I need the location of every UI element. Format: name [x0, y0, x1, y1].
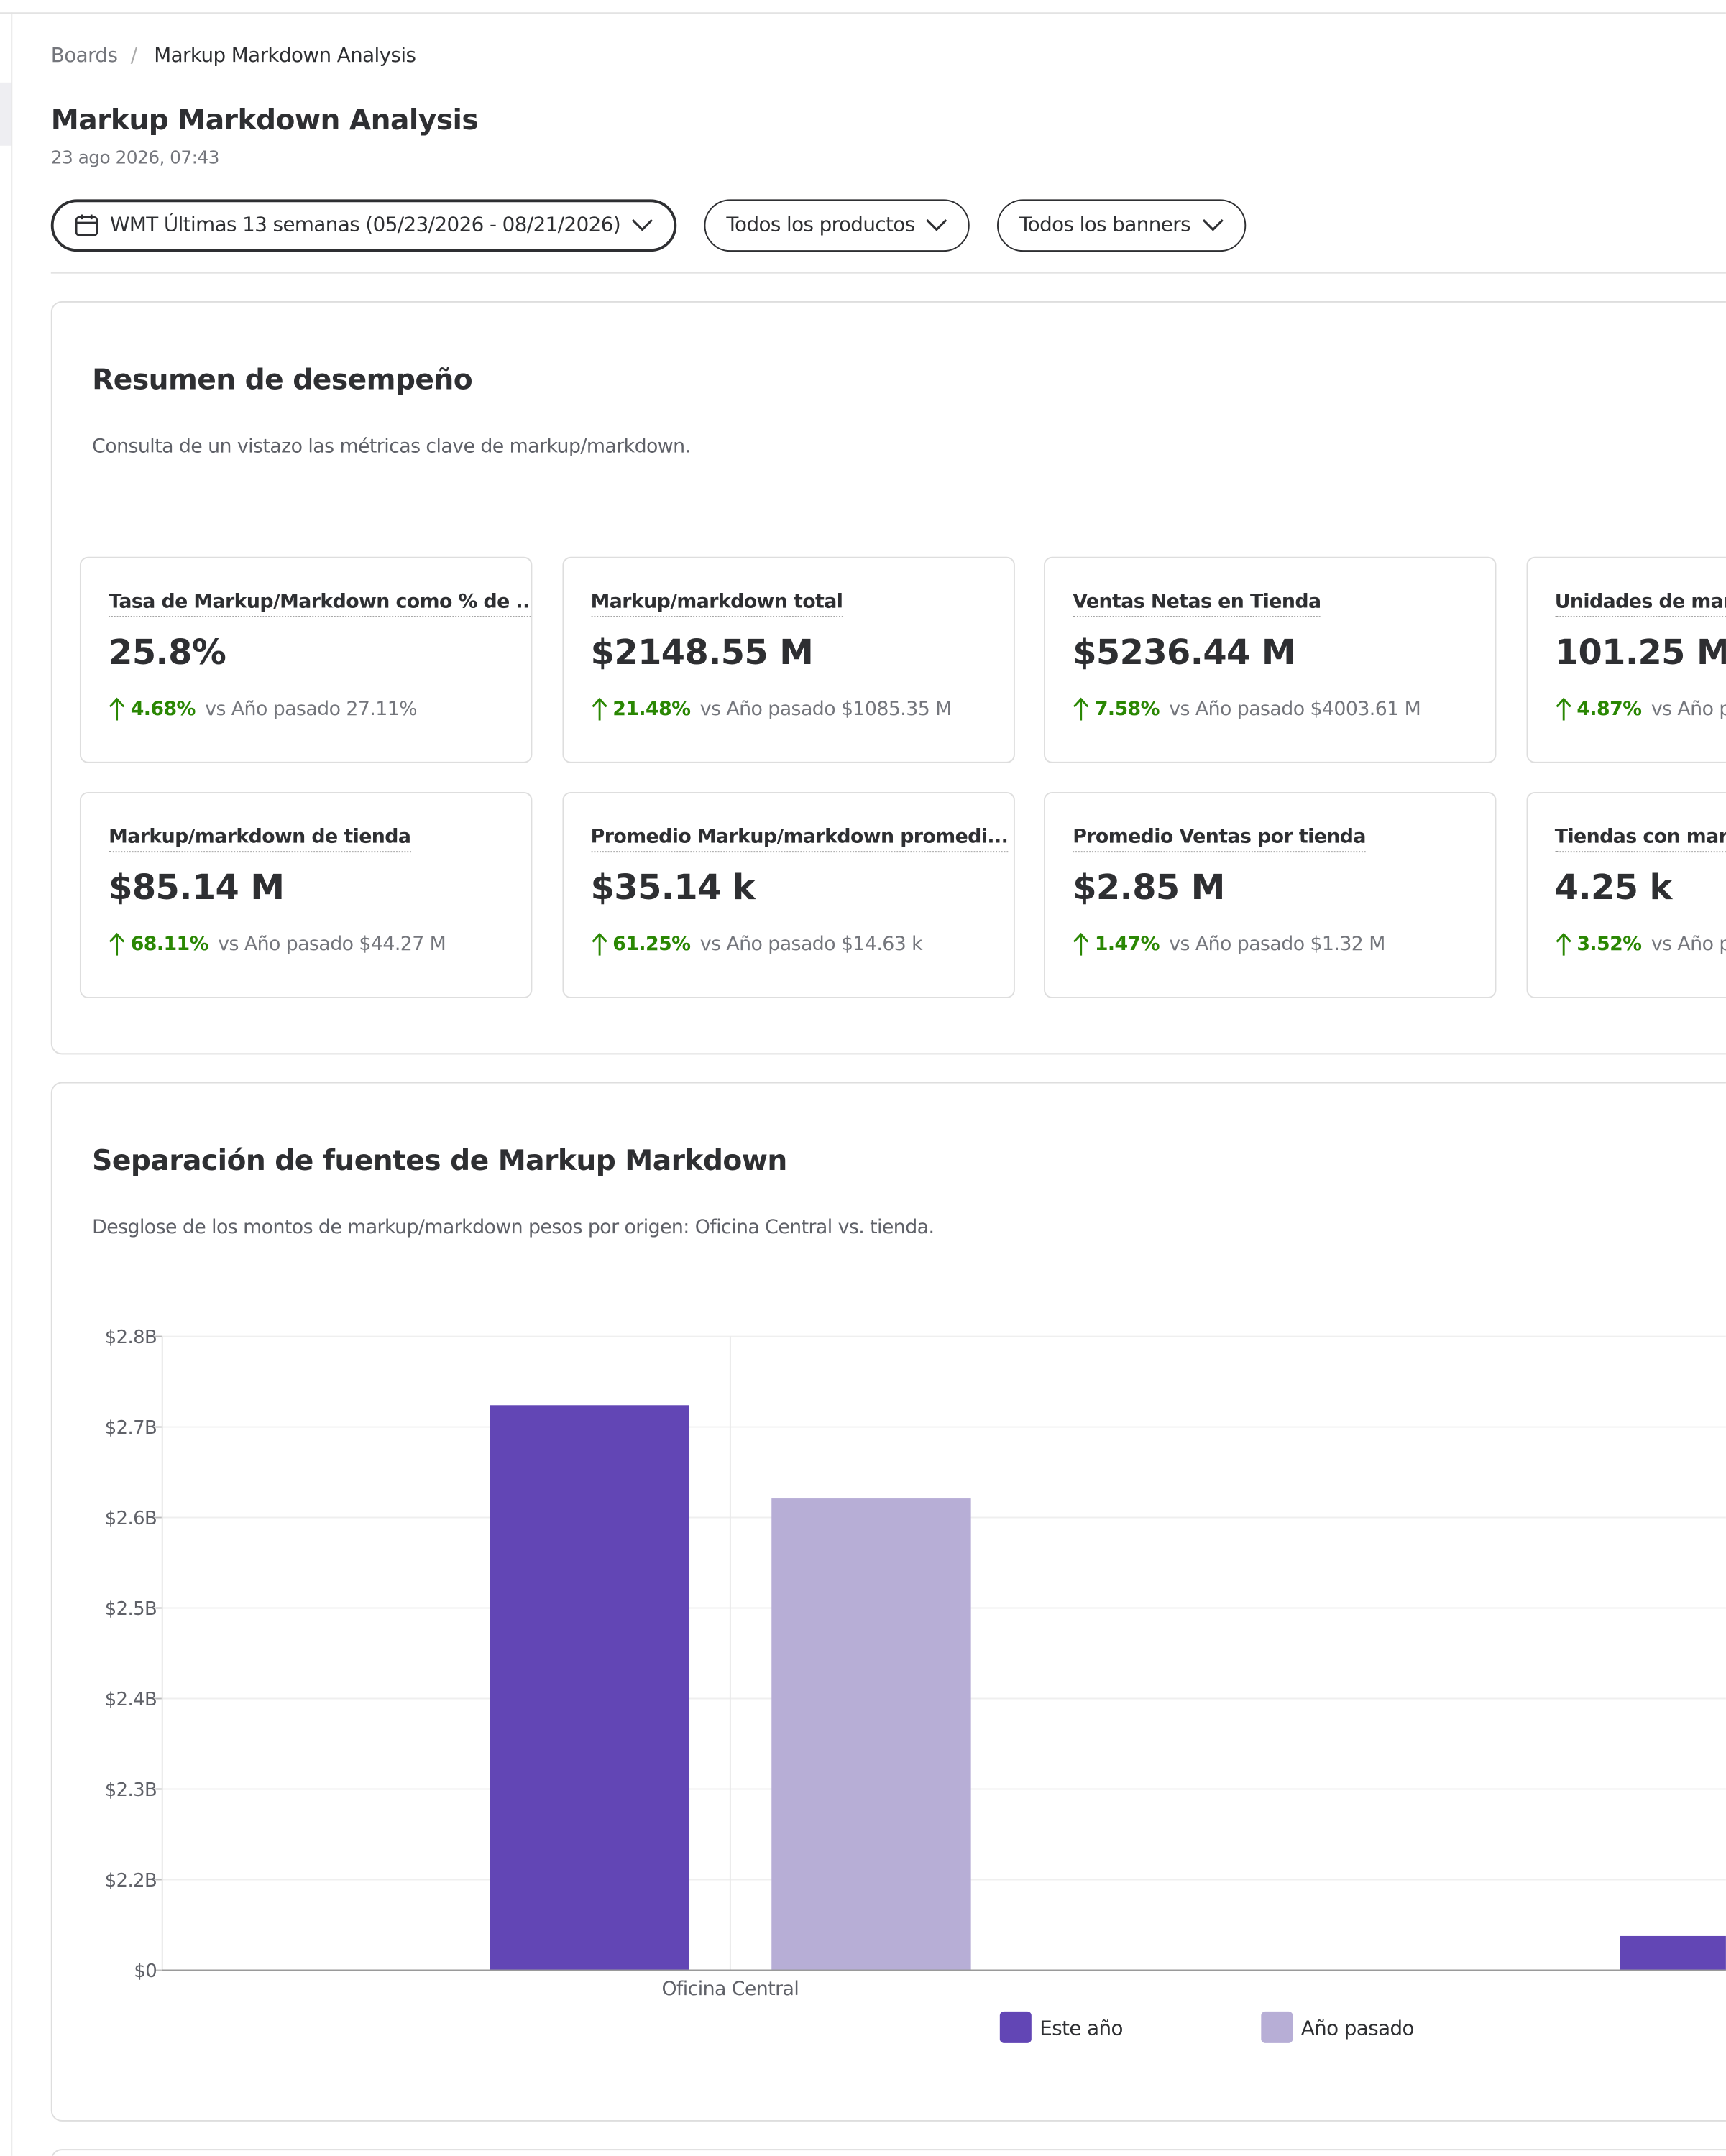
kpi-change: 7.58% vs Año pasado $4003.61 M [1073, 697, 1421, 722]
top-border [0, 12, 1726, 14]
kpi-comparison: vs Año pasado $4003.61 M [1169, 698, 1421, 721]
kpi-card: Ventas Netas en Tienda $5236.44 M 7.58% vs … [1044, 556, 1497, 763]
section-description: Consulta de un vistazo las métricas clav… [92, 436, 691, 459]
divider [50, 272, 1726, 274]
kpi-change-percent: 21.48% [612, 698, 691, 721]
chevron [632, 219, 653, 231]
summary-section: Resumen de desempeño Consulta de un vist… [50, 300, 1726, 1055]
kpi-change: 21.48% vs Año pasado $1085.35 M [591, 697, 952, 722]
page-title: Markup Markdown Analysis [50, 103, 479, 137]
kpi-change-percent: 4.87% [1576, 698, 1642, 721]
kpi-comparison: vs Año p [1651, 933, 1726, 956]
kpi-label: Unidades de mark [1554, 591, 1726, 617]
up-arrow [1555, 932, 1571, 956]
chart-subtitle: Desglose de los montos de markup/markdow… [92, 1217, 935, 1239]
kpi-card: Tasa de Markup/Markdown como % de ... 25.… [79, 556, 533, 763]
kpi-label: Promedio Markup/markdown promedi... [590, 826, 1009, 853]
breadcrumb-current: Markup Markdown Analysis [154, 45, 416, 68]
kpi-change-percent: 7.58% [1094, 698, 1160, 721]
kpi-value: 4.25 k [1554, 867, 1673, 908]
kpi-label: Ventas Netas en Tienda [1073, 591, 1321, 617]
kpi-value: 25.8% [109, 632, 226, 673]
kpi-change-percent: 1.47% [1094, 933, 1160, 956]
kpi-change-percent: 4.68% [130, 698, 196, 721]
kpi-label: Markup/markdown de tienda [109, 826, 411, 853]
kpi-change-percent: 68.11% [130, 933, 209, 956]
filter-label: Todos los banners [1019, 214, 1191, 237]
up-arrow [1555, 697, 1571, 721]
kpi-label: Tasa de Markup/Markdown como % de ... [109, 591, 531, 617]
kpi-change-percent: 3.52% [1576, 933, 1642, 956]
sidebar-edge [11, 12, 13, 2156]
up-arrow [591, 932, 607, 956]
kpi-card: Promedio Markup/markdown promedi... $35.1… [561, 791, 1014, 998]
chevron [1202, 219, 1224, 231]
kpi-label: Promedio Ventas por tienda [1073, 826, 1366, 853]
breadcrumb-separator: / [130, 45, 137, 68]
filter-dropdown[interactable]: Todos los banners [997, 199, 1246, 252]
up-arrow [1073, 932, 1089, 956]
filter-label: Todos los productos [726, 214, 915, 237]
section-title: Resumen de desempeño [92, 363, 473, 396]
up-arrow [109, 697, 125, 721]
kpi-card: Markup/markdown total $2148.55 M 21.48% vs … [561, 556, 1014, 763]
kpi-comparison: vs Año pa [1651, 698, 1726, 721]
kpi-comparison: vs Año pasado $1.32 M [1169, 933, 1385, 956]
filter-bar: WMT Últimas 13 semanas (05/23/2026 - 08/… [50, 199, 1246, 252]
kpi-value: $5236.44 M [1073, 632, 1295, 673]
kpi-change: 4.68% vs Año pasado 27.11% [109, 697, 418, 722]
kpi-card: Promedio Ventas por tienda $2.85 M 1.47% vs… [1044, 791, 1497, 998]
filter-dropdown[interactable]: WMT Últimas 13 semanas (05/23/2026 - 08/… [50, 199, 677, 252]
chart-title: Separación de fuentes de Markup Markdown [92, 1143, 787, 1177]
chart-section: Separación de fuentes de Markup Markdown… [50, 1082, 1726, 2122]
filter-dropdown[interactable]: Todos los productos [704, 199, 970, 252]
calendar-icon [75, 214, 98, 236]
breadcrumb-link[interactable]: Boards [50, 45, 118, 68]
kpi-card: Unidades de mark 101.25 M 4.87% vs Año pa [1525, 556, 1726, 763]
up-arrow [1073, 697, 1089, 721]
up-arrow [591, 697, 607, 721]
kpi-change: 3.52% vs Año p [1555, 932, 1726, 957]
kpi-change: 1.47% vs Año pasado $1.32 M [1073, 932, 1385, 957]
kpi-card: Tiendas con mark 4.25 k 3.52% vs Año p [1525, 791, 1726, 998]
kpi-value: $2148.55 M [590, 632, 814, 673]
kpi-value: $2.85 M [1073, 867, 1225, 908]
kpi-comparison: vs Año pasado $14.63 k [699, 933, 923, 956]
up-arrow [109, 932, 125, 956]
kpi-change-percent: 61.25% [612, 933, 691, 956]
timestamp: 23 ago 2026, 07:43 [50, 148, 220, 170]
kpi-value: $85.14 M [109, 867, 285, 908]
kpi-change: 68.11% vs Año pasado $44.27 M [109, 932, 446, 957]
kpi-label: Tiendas con mark [1554, 826, 1726, 853]
kpi-change: 61.25% vs Año pasado $14.63 k [591, 932, 923, 957]
sidebar-item [0, 82, 12, 146]
kpi-comparison: vs Año pasado $1085.35 M [699, 698, 952, 721]
next-section [50, 2149, 1726, 2156]
kpi-change: 4.87% vs Año pa [1555, 697, 1726, 722]
kpi-comparison: vs Año pasado 27.11% [205, 698, 418, 721]
chevron [926, 219, 947, 231]
filter-label: WMT Últimas 13 semanas (05/23/2026 - 08/… [110, 214, 621, 237]
kpi-label: Markup/markdown total [590, 591, 843, 617]
kpi-value: 101.25 M [1554, 632, 1726, 673]
kpi-value: $35.14 k [590, 867, 756, 908]
kpi-comparison: vs Año pasado $44.27 M [218, 933, 446, 956]
kpi-card: Markup/markdown de tienda $85.14 M 68.11% v… [79, 791, 533, 998]
